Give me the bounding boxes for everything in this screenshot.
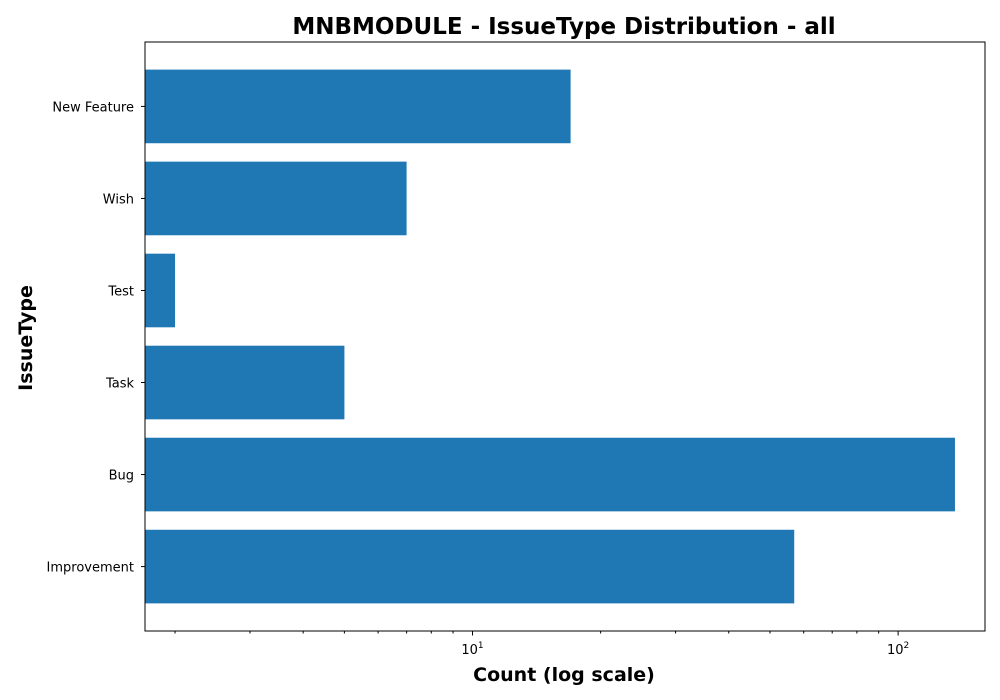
- x-tick-label: 101: [461, 641, 483, 658]
- y-axis-ticks: New Feature Wish Test Task Bug Improvement: [47, 100, 145, 576]
- y-axis-label: IssueType: [15, 285, 37, 391]
- bar-wish: [145, 161, 407, 236]
- x-tick-label: 102: [887, 641, 909, 658]
- y-tick-label: Wish: [103, 192, 134, 207]
- bars-group: [145, 69, 955, 604]
- chart-title: MNBMODULE - IssueType Distribution - all: [292, 14, 835, 40]
- y-tick-label: New Feature: [52, 100, 134, 115]
- bar-test: [145, 253, 176, 328]
- y-tick-label: Task: [105, 377, 135, 392]
- y-tick-label: Improvement: [47, 561, 134, 576]
- y-tick-label: Test: [107, 284, 134, 299]
- bar-bug: [145, 437, 955, 512]
- y-tick-label: Bug: [109, 469, 134, 484]
- plot-frame: [144, 41, 986, 632]
- bar-new-feature: [145, 69, 571, 144]
- bar-improvement: [145, 529, 795, 604]
- x-axis-ticks: 101 102: [174, 631, 909, 658]
- x-axis-label: Count (log scale): [473, 664, 655, 686]
- bar-task: [145, 345, 345, 420]
